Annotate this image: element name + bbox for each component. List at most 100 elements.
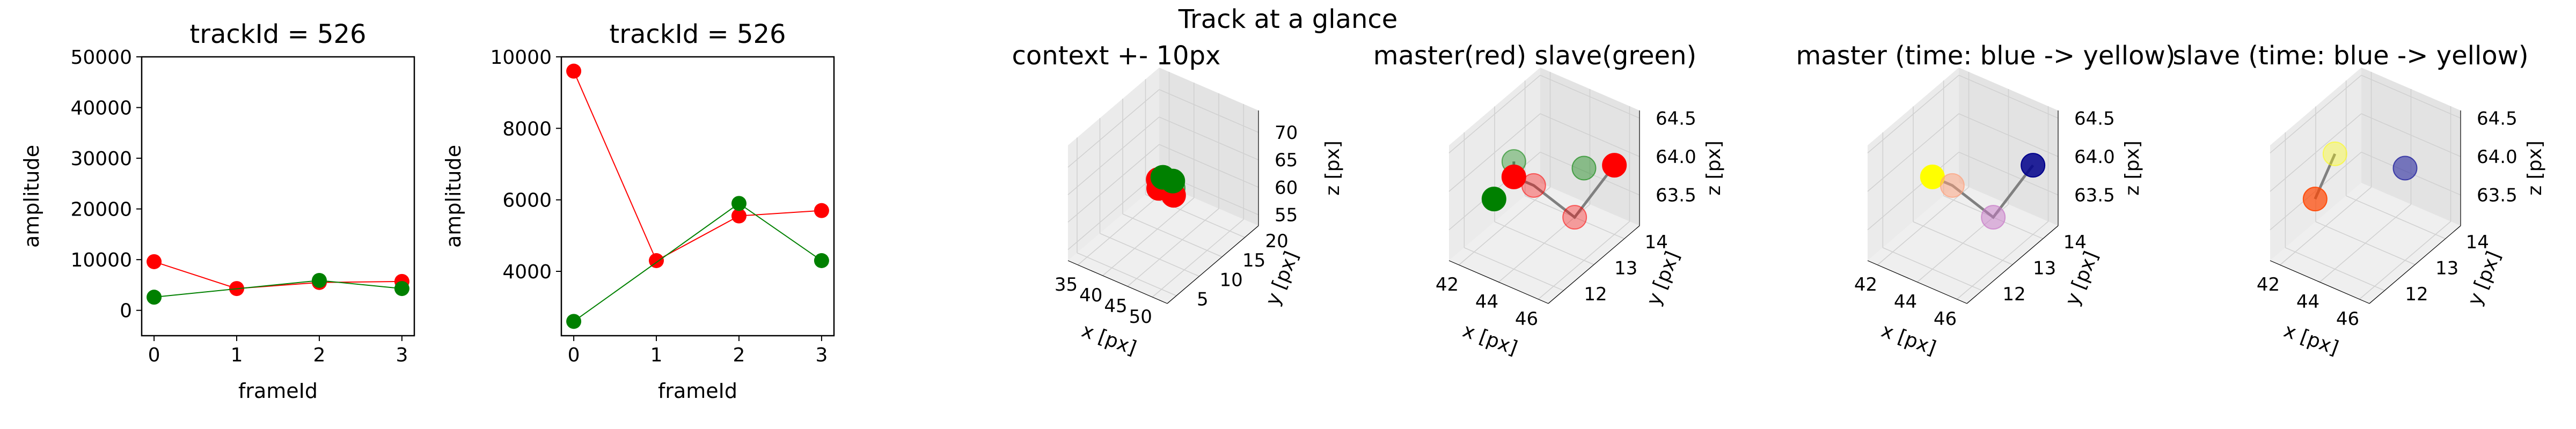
axis-line <box>2270 260 2370 304</box>
master-line <box>573 71 822 262</box>
z-tick-label: 64.5 <box>2074 108 2115 129</box>
y-tick-label: 5 <box>1197 289 1209 310</box>
chart-title: slave (time: blue -> yellow) <box>2172 41 2528 71</box>
x-tick-label: 46 <box>2336 308 2359 330</box>
y-tick-label: 10000 <box>490 47 552 69</box>
x-tick-label: 35 <box>1055 274 1078 295</box>
x-tick-label: 3 <box>396 344 408 366</box>
x-tick-label: 40 <box>1079 285 1102 306</box>
grid-line <box>1958 75 2059 119</box>
axes-frame <box>560 56 835 337</box>
axis-line <box>1867 260 1967 304</box>
grid-line <box>1067 171 1160 250</box>
y-tick-label: 4000 <box>502 261 552 283</box>
axes-frame <box>141 56 415 337</box>
y-tick-label: 13 <box>2435 258 2458 279</box>
x-axis-label: frameId <box>238 379 318 403</box>
scatter-point <box>1521 173 1546 198</box>
z-tick-label: 64.5 <box>2477 108 2518 129</box>
chart-title: trackId = 526 <box>609 19 786 49</box>
grid-line <box>2285 247 2385 291</box>
grid-line <box>2270 75 2362 153</box>
grid-line <box>1152 219 1244 298</box>
slave-marker <box>814 253 829 268</box>
floor-pane <box>1068 183 1258 304</box>
grid-line <box>1067 89 1160 168</box>
grid-line <box>1867 113 1959 192</box>
x-tick-label: 3 <box>815 344 828 366</box>
z-tick-label: 64.5 <box>1656 108 1696 129</box>
grid-line <box>1958 113 2059 157</box>
grid-line <box>2346 195 2446 239</box>
grid-line <box>1867 75 1959 153</box>
y-tick-label: 15 <box>1242 250 1265 271</box>
line-chart-2: 0 1 2 3 4000 6000 8000 10000 trackId = 526 frameI… <box>442 19 835 403</box>
figure-suptitle: Track at a glance <box>1178 4 1398 34</box>
y-axis-label: amplitude <box>20 145 43 248</box>
master-marker <box>649 253 664 268</box>
z-tick-label: 60 <box>1275 177 1298 198</box>
grid-line <box>1100 233 1199 277</box>
z-tick-label: 63.5 <box>2477 185 2518 206</box>
x-tick-label: 42 <box>1436 274 1459 295</box>
z-tick-label: 64.0 <box>2074 146 2115 168</box>
y-tick-label: 30000 <box>70 148 132 170</box>
grid-line <box>1883 247 1982 291</box>
grid-line <box>2361 75 2461 119</box>
y-tick-label: 20000 <box>70 199 132 221</box>
y-tick-label: 14 <box>2466 232 2489 253</box>
axis-line <box>1067 260 1168 304</box>
chart-title: trackId = 526 <box>189 19 366 49</box>
y-tick-label: 12 <box>2002 284 2025 305</box>
y-tick-label: 20 <box>1265 231 1289 252</box>
z-tick-label: 70 <box>1275 122 1298 144</box>
x-tick-label: 2 <box>313 344 326 366</box>
y-tick-label: 14 <box>2063 232 2087 253</box>
left-pane <box>1068 68 1159 261</box>
x-tick-label: 1 <box>650 344 663 366</box>
scatter-point <box>1940 173 1965 198</box>
grid-line <box>1067 116 1160 195</box>
x-tick-label: 44 <box>1894 291 1917 313</box>
z-tick-label: 55 <box>1275 205 1298 226</box>
grid-line <box>1127 208 1219 287</box>
master-marker <box>814 203 829 218</box>
grid-line <box>1494 221 1594 265</box>
slave-marker <box>731 196 747 211</box>
y-axis-label: amplitude <box>442 145 465 248</box>
axis-line <box>1966 225 2059 304</box>
grid-line <box>1540 151 1640 196</box>
x-tick-label: 45 <box>1104 295 1127 317</box>
x-axis-label: frameId <box>658 379 737 403</box>
x-tick-label: 46 <box>1515 308 1538 330</box>
y-tick-label: 8000 <box>502 118 552 140</box>
master-line <box>153 261 402 290</box>
back-pane <box>1159 68 1258 226</box>
grid-line <box>1464 247 1564 291</box>
slave-marker <box>394 281 409 297</box>
chart-title: master(red) slave(green) <box>1373 41 1696 71</box>
y-tick-label: 13 <box>2033 258 2056 279</box>
x-tick-label: 50 <box>1129 306 1152 328</box>
x-tick-label: 42 <box>2257 274 2280 295</box>
grid-line <box>1067 144 1160 223</box>
y-tick-label: 10000 <box>70 249 132 271</box>
y-tick-label: 6000 <box>502 190 552 212</box>
chart-title: master (time: blue -> yellow) <box>1796 41 2176 71</box>
grid-line <box>1145 194 1245 238</box>
scatter-point <box>1981 205 2006 230</box>
grid-line <box>1159 89 1259 133</box>
z-tick-label: 63.5 <box>1656 185 1696 206</box>
z-axis-label: z [px] <box>2121 140 2143 196</box>
scatter-point <box>1150 165 1175 190</box>
y-tick-label: 0 <box>120 300 132 322</box>
z-axis-label: z [px] <box>2524 140 2546 196</box>
z-axis-label: z [px] <box>1322 140 1344 196</box>
z-tick-label: 65 <box>1275 150 1298 171</box>
grid-line <box>1958 151 2059 196</box>
scatter-point <box>2322 141 2347 166</box>
slave-marker <box>311 272 327 288</box>
grid-line <box>1913 221 2013 265</box>
